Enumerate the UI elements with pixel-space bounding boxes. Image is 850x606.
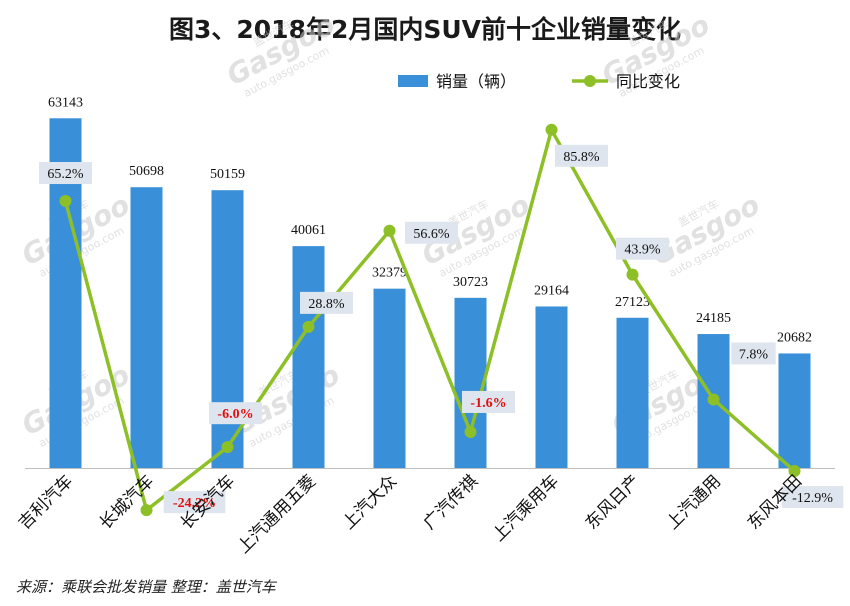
pct-label-box — [731, 342, 776, 365]
x-tick-label: 上汽通用五菱 — [234, 471, 320, 557]
pct-label: 7.8% — [739, 347, 769, 362]
bar — [616, 317, 649, 468]
bar — [454, 297, 487, 468]
yoy-point — [383, 224, 396, 237]
pct-label-box — [616, 237, 669, 260]
legend-bar-swatch — [398, 75, 428, 87]
pct-label: -12.9% — [792, 491, 833, 506]
pct-label-box — [163, 491, 226, 514]
pct-label: 28.8% — [308, 297, 345, 312]
pct-label-box — [209, 402, 262, 425]
bar-value-label: 29164 — [534, 283, 569, 298]
pct-label: 85.8% — [563, 150, 600, 165]
bar-value-label: 32379 — [372, 266, 407, 281]
bar — [292, 246, 325, 468]
bar — [130, 187, 163, 469]
pct-label-box — [555, 144, 608, 167]
yoy-point — [707, 393, 720, 406]
bar-value-label: 27123 — [615, 295, 650, 310]
pct-label: -24.2% — [173, 496, 216, 511]
yoy-point — [626, 268, 639, 281]
yoy-line — [63, 128, 796, 512]
source-note: 来源：乘联会批发销量 整理：盖世汽车 — [16, 578, 276, 596]
bar — [535, 306, 568, 468]
bar — [778, 353, 811, 468]
pct-label-box — [781, 486, 844, 509]
yoy-point — [464, 425, 477, 438]
bar — [211, 190, 244, 469]
bar-value-label: 20682 — [777, 330, 812, 345]
chart-title: 图3、2018年2月国内SUV前十企业销量变化 — [168, 15, 682, 44]
x-tick-labels: 吉利汽车 长城汽车 长安汽车上汽通用五菱 上汽大众 广汽传祺 上汽乘用车 东风日产 上汽通用东… — [15, 471, 806, 557]
bar-value-label: 30723 — [453, 275, 488, 290]
bar-value-label: 40061 — [291, 223, 326, 238]
x-tick-label: 东风日产 — [582, 471, 644, 533]
pct-labels: 65.2% -24.2% -6.0% 28.8% 56.6% -1.6% 85.8% 43.9… — [39, 144, 844, 514]
pct-label-box — [300, 291, 353, 314]
pct-label-box — [405, 221, 458, 244]
line-series — [59, 123, 801, 517]
x-tick-label: 吉利汽车 — [15, 471, 77, 533]
bar — [373, 288, 406, 468]
x-tick-label: 上汽通用 — [663, 471, 725, 533]
yoy-point — [788, 465, 801, 478]
yoy-point — [59, 195, 72, 208]
x-tick-label: 长城汽车 — [96, 471, 158, 533]
yoy-point — [140, 504, 153, 517]
yoy-point — [545, 123, 558, 136]
x-tick-label: 广汽传祺 — [420, 471, 482, 533]
pct-label: 43.9% — [624, 243, 661, 258]
yoy-point — [302, 320, 315, 333]
pct-label: 65.2% — [47, 167, 84, 182]
legend-line-label: 同比变化 — [616, 72, 680, 91]
pct-label: -6.0% — [217, 407, 253, 422]
legend-bar-label: 销量（辆） — [436, 72, 516, 91]
x-tick-label: 上汽乘用车 — [489, 471, 563, 545]
yoy-point — [221, 441, 234, 454]
pct-label: -1.6% — [470, 396, 506, 411]
legend-line-marker — [584, 75, 596, 87]
x-tick-label: 上汽大众 — [339, 471, 401, 533]
bar-value-label: 50159 — [210, 167, 245, 182]
bar-value-label: 24185 — [696, 311, 731, 326]
bar-value-label: 50698 — [129, 164, 164, 179]
bar-labels: 63143 50698 50159 40061 32379 30723 29164 27123… — [48, 95, 812, 345]
legend: 销量（辆） 同比变化 — [398, 72, 680, 91]
bar-value-label: 63143 — [48, 95, 83, 110]
pct-label: 56.6% — [413, 227, 450, 242]
pct-label-box — [462, 390, 515, 413]
pct-label-box — [39, 162, 92, 185]
